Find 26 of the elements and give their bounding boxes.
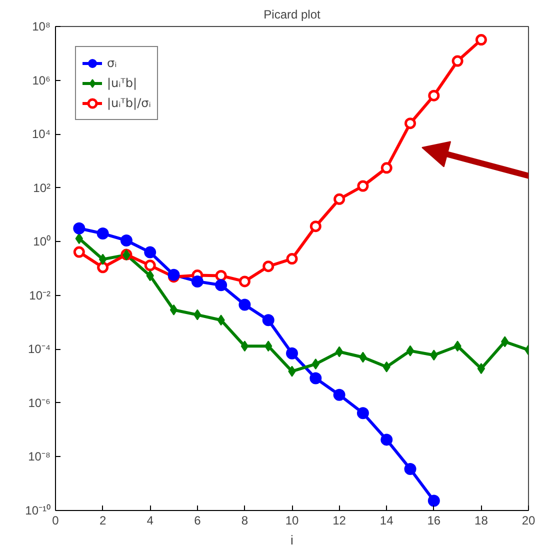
y-tick-label: 10⁻² — [29, 288, 51, 302]
legend-label: |uᵢᵀb| — [107, 76, 138, 90]
x-tick-label: 14 — [380, 514, 394, 528]
y-tick-label: 10⁰ — [33, 234, 51, 249]
y-tick-label: 10² — [33, 180, 51, 195]
x-tick-label: 0 — [52, 514, 60, 528]
y-tick-label: 10⁸ — [32, 20, 51, 34]
y-tick-label: 10⁻⁸ — [28, 450, 51, 464]
y-tick-label: 10⁻⁶ — [28, 396, 51, 410]
x-tick-label: 2 — [99, 514, 106, 528]
chart-title: Picard plot — [264, 8, 322, 22]
y-tick-label: 10⁻¹⁰ — [25, 504, 50, 518]
x-tick-label: 4 — [146, 514, 154, 528]
legend-label: σᵢ — [107, 56, 118, 70]
x-tick-label: 12 — [332, 514, 346, 528]
x-tick-label: 16 — [427, 514, 441, 528]
y-tick-label: 10⁴ — [32, 127, 51, 142]
y-tick-label: 10⁻⁴ — [28, 342, 51, 356]
y-tick-label: 10⁶ — [32, 73, 51, 88]
x-tick-label: 6 — [194, 514, 202, 528]
x-axis-title: i — [290, 532, 294, 548]
x-tick-label: 10 — [285, 514, 299, 528]
x-tick-label: 18 — [474, 514, 488, 528]
legend-label: |uᵢᵀb|/σᵢ — [107, 96, 151, 110]
x-tick-label: 20 — [522, 514, 536, 528]
x-tick-label: 8 — [241, 514, 248, 528]
